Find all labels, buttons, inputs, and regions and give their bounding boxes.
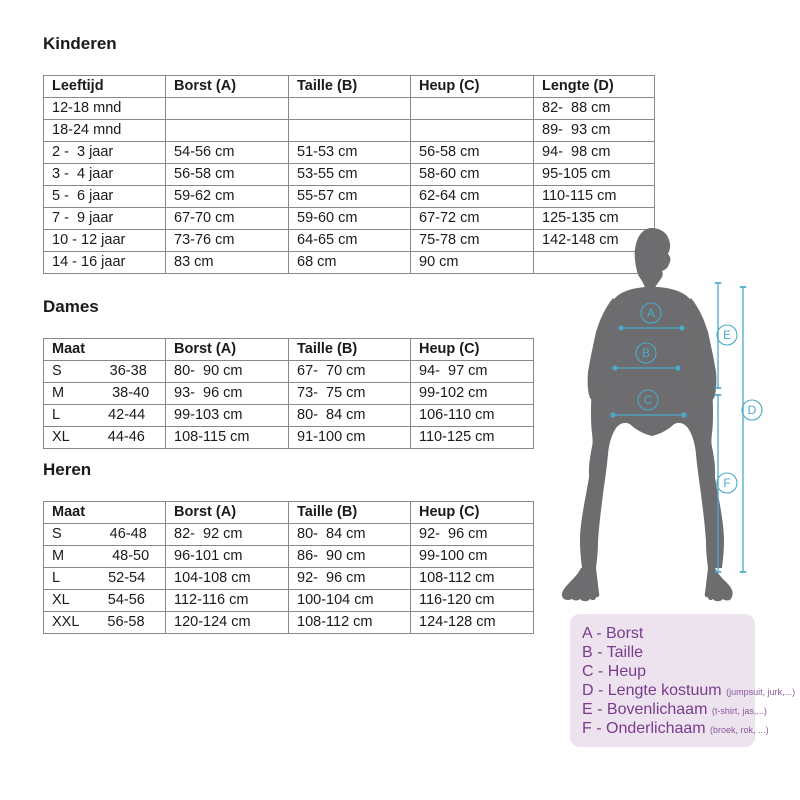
svg-text:E: E: [723, 328, 731, 342]
svg-text:A: A: [647, 306, 655, 320]
svg-text:F: F: [723, 476, 730, 490]
svg-text:D: D: [748, 403, 757, 417]
svg-text:B: B: [642, 346, 650, 360]
svg-text:C: C: [644, 393, 653, 407]
